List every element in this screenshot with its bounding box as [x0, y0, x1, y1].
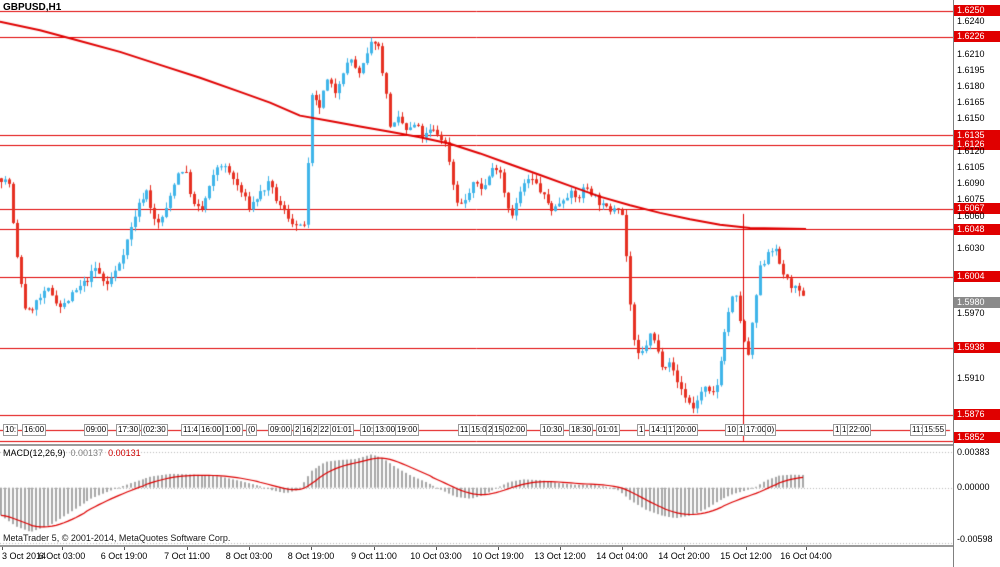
price-tick-label: 1.6195 — [957, 64, 985, 75]
macd-indicator-label: MACD(12,26,9) 0.00137 0.00131 — [3, 448, 141, 458]
time-axis-tick — [684, 547, 685, 550]
time-axis-tick — [62, 547, 63, 550]
symbol-label: GBPUSD,H1 — [3, 2, 62, 13]
current-price-label: 1.5980 — [954, 297, 1000, 309]
time-axis[interactable]: 3 Oct 2014 6 Oct 03:00 6 Oct 19:00 7 Oct 11… — [0, 547, 953, 567]
time-axis-label: 13 Oct 12:00 — [534, 551, 586, 561]
time-axis-label: 8 Oct 19:00 — [287, 551, 335, 561]
watermark-text: MetaTrader 5, © 2001-2014, MetaQuotes So… — [3, 533, 231, 543]
price-tick-label: 1.6030 — [957, 243, 985, 253]
price-tick-label: 1.6210 — [957, 48, 985, 59]
time-axis-label: 10 Oct 03:00 — [410, 551, 462, 561]
price-tick-label: 1.5910 — [957, 372, 985, 383]
macd-chart-canvas[interactable] — [0, 447, 953, 545]
time-axis-label: 9 Oct 11:00 — [351, 551, 397, 561]
time-axis-label: 6 Oct 19:00 — [100, 551, 148, 561]
price-line-label: 1.6126 — [954, 139, 1000, 151]
price-tick-label: 1.6150 — [957, 113, 985, 124]
price-tick-label: 1.6165 — [957, 97, 985, 108]
macd-main-value: 0.00137 — [70, 448, 104, 458]
time-axis-label: 14 Oct 20:00 — [658, 551, 710, 561]
price-axis[interactable]: 1.6250 1.6240 1.6226 1.6210 1.6195 1.6180 1.61… — [953, 0, 1000, 567]
time-axis-tick — [249, 547, 250, 550]
macd-tick-label: -0.00598 — [957, 534, 993, 544]
time-axis-tick — [806, 547, 807, 550]
price-line-label: 1.6048 — [954, 223, 1000, 235]
time-axis-label: 15 Oct 12:00 — [720, 551, 772, 561]
price-line-label: 1.5938 — [954, 342, 1000, 354]
time-axis-label: 6 Oct 03:00 — [38, 551, 86, 561]
price-tick-label: 1.6240 — [957, 16, 985, 27]
price-line-label: 1.6226 — [954, 31, 1000, 43]
price-tick-label: 1.5970 — [957, 307, 985, 318]
time-axis-label: 7 Oct 11:00 — [164, 551, 210, 561]
time-axis-tick — [187, 547, 188, 550]
price-line-label: 1.6067 — [954, 203, 1000, 215]
price-line-label: 1.6135 — [954, 129, 1000, 141]
time-axis-label: 10 Oct 19:00 — [472, 551, 524, 561]
macd-name: MACD(12,26,9) — [3, 448, 66, 458]
price-tick-label: 1.6090 — [957, 178, 985, 189]
price-tick-label: 1.6180 — [957, 80, 985, 91]
time-axis-tick — [622, 547, 623, 550]
macd-tick-label: 0.00000 — [957, 482, 990, 493]
time-axis-tick — [2, 547, 3, 550]
macd-tick-label: 0.00383 — [957, 447, 990, 457]
price-line-label: 1.5852 — [954, 432, 1000, 443]
price-line-label: 1.6250 — [954, 5, 1000, 17]
time-axis-label: 8 Oct 03:00 — [225, 551, 273, 561]
price-tick-label: 1.6060 — [957, 210, 985, 221]
macd-signal-value: 0.00131 — [108, 448, 141, 458]
time-axis-tick — [560, 547, 561, 550]
price-line-label: 1.6004 — [954, 271, 1000, 283]
time-axis-tick — [746, 547, 747, 550]
time-axis-tick — [498, 547, 499, 550]
time-axis-tick — [311, 547, 312, 550]
panel-separator[interactable] — [0, 444, 953, 446]
price-tick-label: 1.6120 — [957, 145, 985, 156]
panel-separator-bottom[interactable] — [0, 545, 953, 547]
time-axis-tick — [124, 547, 125, 550]
price-tick-label: 1.6075 — [957, 194, 985, 205]
price-tick-label: 1.6105 — [957, 161, 985, 172]
time-axis-tick — [436, 547, 437, 550]
price-line-label: 1.5876 — [954, 409, 1000, 421]
time-axis-label: 3 Oct 2014 — [2, 551, 47, 561]
time-axis-label: 16 Oct 04:00 — [780, 551, 832, 561]
time-axis-tick — [374, 547, 375, 550]
price-chart-canvas[interactable] — [0, 0, 953, 443]
time-axis-label: 14 Oct 04:00 — [596, 551, 648, 561]
